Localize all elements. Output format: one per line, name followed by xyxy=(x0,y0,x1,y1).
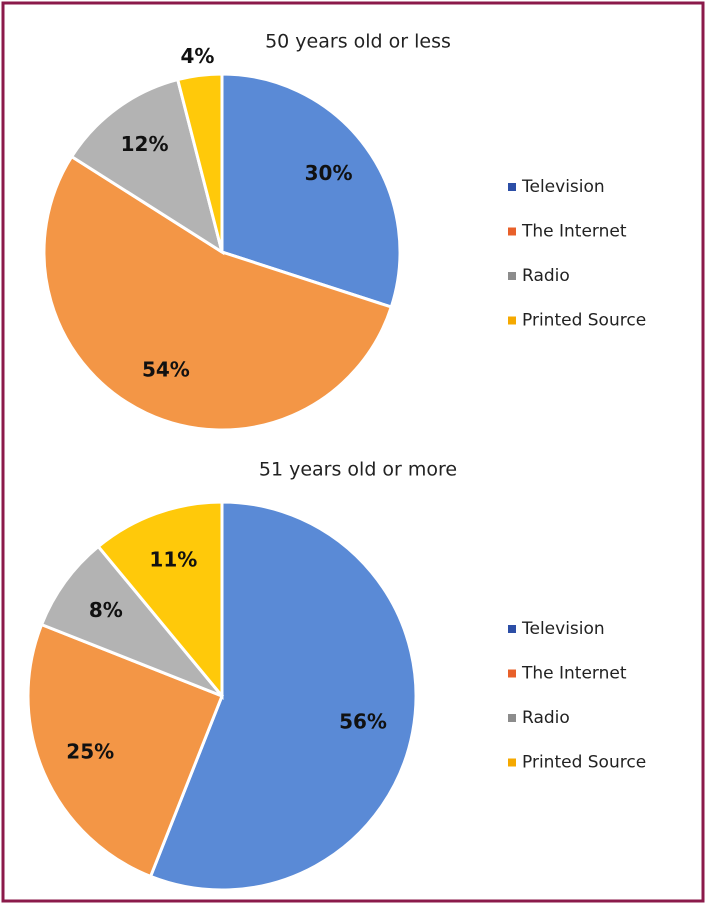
pie-slice xyxy=(96,500,224,701)
data-label: 56% xyxy=(339,709,387,733)
legend-label: Television xyxy=(521,177,605,197)
pie-slice xyxy=(39,544,224,698)
pie-slice xyxy=(69,77,225,256)
legend-swatch xyxy=(508,183,516,191)
data-label: 4% xyxy=(180,44,214,68)
data-label: 8% xyxy=(89,598,123,622)
data-label: 11% xyxy=(149,547,197,571)
data-label: 54% xyxy=(142,358,190,382)
legend-swatch xyxy=(508,669,516,678)
pie-slice xyxy=(220,72,402,309)
legend-label: Television xyxy=(521,619,605,639)
legend-label: The Internet xyxy=(521,664,627,684)
legend-swatch xyxy=(508,625,516,633)
data-label: 25% xyxy=(66,740,114,764)
pie-slice xyxy=(148,500,418,892)
chart-title: 51 years old or more xyxy=(259,459,457,481)
legend-label: Printed Source xyxy=(522,311,646,331)
pie-slice xyxy=(175,72,224,253)
legend-label: Radio xyxy=(522,708,570,728)
legend-label: Radio xyxy=(522,266,570,286)
data-label: 12% xyxy=(121,132,169,156)
legend-label: Printed Source xyxy=(522,753,646,773)
legend-swatch xyxy=(508,272,516,280)
legend-swatch xyxy=(508,758,516,767)
data-label: 30% xyxy=(305,161,353,185)
chart-title: 50 years old or less xyxy=(265,31,451,53)
pie-slice xyxy=(26,622,224,879)
legend-swatch xyxy=(508,316,516,325)
legend-swatch xyxy=(508,227,516,236)
legend-swatch xyxy=(508,714,516,722)
pie-slice xyxy=(42,154,394,432)
legend-label: The Internet xyxy=(521,222,627,242)
